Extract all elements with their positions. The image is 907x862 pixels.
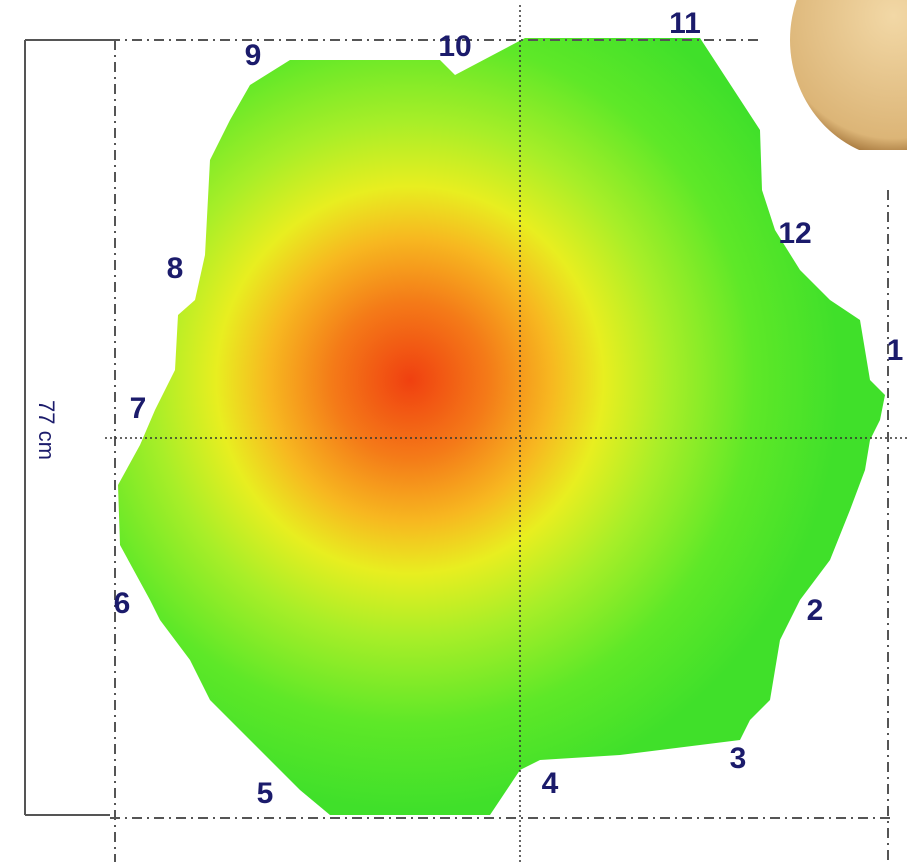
sensor-label: 5 [257,777,274,810]
dimension-label: 77 cm [34,400,59,460]
sensor-label: 11 [669,7,701,40]
sensor-label: 8 [167,252,184,285]
heatmap [118,38,885,815]
sensor-label: 3 [730,742,747,775]
sensor-label: 10 [438,30,471,63]
scale-bar [24,39,110,816]
photo-mask [760,150,907,195]
sensor-label: 2 [807,594,824,627]
sensor-label: 12 [778,217,811,250]
trunk-photo [790,0,907,160]
sensor-label: 7 [130,392,147,425]
sensor-label: 1 [887,334,904,367]
sensor-label: 9 [245,39,262,72]
sensor-label: 6 [114,587,131,620]
frame [105,5,907,862]
sensor-label: 4 [542,767,559,800]
